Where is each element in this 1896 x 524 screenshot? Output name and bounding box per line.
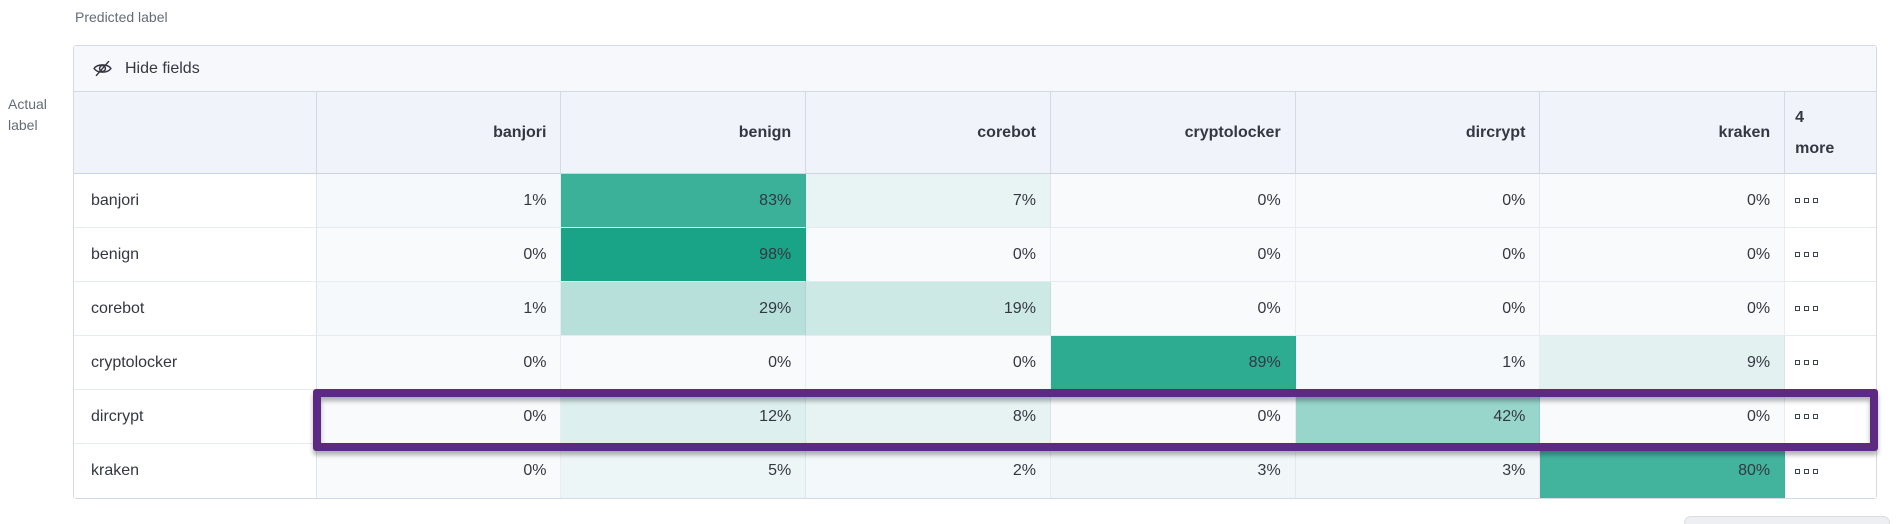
matrix-cell-benign-banjori[interactable]: 0% xyxy=(316,228,562,282)
scrollbar-thumb[interactable] xyxy=(1684,516,1890,524)
matrix-cell-dircrypt-banjori[interactable]: 0% xyxy=(316,390,562,444)
column-header-banjori[interactable]: banjori xyxy=(317,92,562,173)
matrix-cell-banjori-corebot[interactable]: 7% xyxy=(806,174,1051,228)
table-row-kraken: kraken 0% 5% 2% 3% 3% 80% xyxy=(74,444,1877,498)
row-label-dircrypt[interactable]: dircrypt xyxy=(74,390,317,444)
row-label-corebot[interactable]: corebot xyxy=(74,282,317,336)
table-row-banjori: banjori 1% 83% 7% 0% 0% 0% xyxy=(74,174,1877,228)
matrix-cell-banjori-kraken[interactable]: 0% xyxy=(1540,174,1786,228)
matrix-cell-dircrypt-cryptolocker[interactable]: 0% xyxy=(1050,390,1296,444)
table-row-dircrypt: dircrypt 0% 12% 8% 0% 42% 0% xyxy=(74,390,1877,444)
boxes-horizontal-icon xyxy=(1795,468,1819,474)
column-header-corebot[interactable]: corebot xyxy=(806,92,1051,173)
matrix-cell-kraken-benign[interactable]: 5% xyxy=(561,444,807,498)
predicted-axis-label: Predicted label xyxy=(75,9,168,25)
hide-fields-label: Hide fields xyxy=(125,59,200,77)
matrix-cell-kraken-banjori[interactable]: 0% xyxy=(316,444,562,498)
matrix-cell-corebot-kraken[interactable]: 0% xyxy=(1540,282,1786,336)
actual-axis-line1: Actual xyxy=(8,96,47,112)
table-row-benign: benign 0% 98% 0% 0% 0% 0% xyxy=(74,228,1877,282)
column-header-more[interactable]: 4 more xyxy=(1785,92,1876,173)
more-count: 4 xyxy=(1795,108,1805,126)
matrix-cell-dircrypt-corebot[interactable]: 8% xyxy=(806,390,1051,444)
boxes-horizontal-icon xyxy=(1795,252,1819,257)
boxes-horizontal-icon xyxy=(1795,414,1819,419)
matrix-cell-benign-dircrypt[interactable]: 0% xyxy=(1295,228,1541,282)
matrix-cell-cryptolocker-kraken[interactable]: 9% xyxy=(1540,336,1786,390)
row-label-benign[interactable]: benign xyxy=(74,228,317,282)
matrix-cell-cryptolocker-banjori[interactable]: 0% xyxy=(316,336,562,390)
matrix-rows: banjori 1% 83% 7% 0% 0% 0% benign 0% 98% 0% 0% 0% 0% c… xyxy=(74,174,1877,498)
more-actions-button[interactable] xyxy=(1785,174,1877,228)
matrix-cell-banjori-cryptolocker[interactable]: 0% xyxy=(1050,174,1296,228)
row-label-kraken[interactable]: kraken xyxy=(74,444,317,498)
confusion-matrix-grid: Hide fields banjori benign corebot cryptolo… xyxy=(73,45,1877,499)
eye-closed-icon xyxy=(93,60,112,77)
matrix-cell-benign-cryptolocker[interactable]: 0% xyxy=(1050,228,1296,282)
matrix-cell-cryptolocker-corebot[interactable]: 0% xyxy=(806,336,1051,390)
column-header-benign[interactable]: benign xyxy=(561,92,807,173)
matrix-cell-dircrypt-benign[interactable]: 12% xyxy=(561,390,807,444)
more-actions-button[interactable] xyxy=(1785,282,1877,336)
header-row: banjori benign corebot cryptolocker dircrypt… xyxy=(74,92,1876,174)
hide-fields-button[interactable]: Hide fields xyxy=(74,46,1876,92)
matrix-cell-corebot-dircrypt[interactable]: 0% xyxy=(1295,282,1541,336)
table-row-cryptolocker: cryptolocker 0% 0% 0% 89% 1% 9% xyxy=(74,336,1877,390)
matrix-cell-banjori-dircrypt[interactable]: 0% xyxy=(1295,174,1541,228)
matrix-cell-benign-kraken[interactable]: 0% xyxy=(1540,228,1786,282)
header-corner-cell xyxy=(74,92,317,173)
boxes-horizontal-icon xyxy=(1795,198,1819,203)
boxes-horizontal-icon xyxy=(1795,306,1819,311)
matrix-cell-kraken-kraken[interactable]: 80% xyxy=(1540,444,1786,498)
more-actions-button[interactable] xyxy=(1785,336,1877,390)
row-label-cryptolocker[interactable]: cryptolocker xyxy=(74,336,317,390)
actual-axis-label: Actual label xyxy=(8,94,47,136)
matrix-cell-banjori-benign[interactable]: 83% xyxy=(561,174,807,228)
more-word: more xyxy=(1795,139,1835,157)
more-actions-button[interactable] xyxy=(1785,390,1877,444)
more-actions-button[interactable] xyxy=(1785,444,1877,498)
matrix-cell-benign-benign[interactable]: 98% xyxy=(561,228,807,282)
matrix-cell-cryptolocker-dircrypt[interactable]: 1% xyxy=(1295,336,1541,390)
matrix-cell-dircrypt-kraken[interactable]: 0% xyxy=(1540,390,1786,444)
more-actions-button[interactable] xyxy=(1785,228,1877,282)
row-label-banjori[interactable]: banjori xyxy=(74,174,317,228)
matrix-cell-corebot-banjori[interactable]: 1% xyxy=(316,282,562,336)
column-header-cryptolocker[interactable]: cryptolocker xyxy=(1051,92,1296,173)
matrix-cell-kraken-cryptolocker[interactable]: 3% xyxy=(1050,444,1296,498)
matrix-cell-corebot-corebot[interactable]: 19% xyxy=(806,282,1051,336)
column-header-kraken[interactable]: kraken xyxy=(1540,92,1786,173)
matrix-cell-benign-corebot[interactable]: 0% xyxy=(806,228,1051,282)
matrix-cell-corebot-benign[interactable]: 29% xyxy=(561,282,807,336)
matrix-cell-cryptolocker-cryptolocker[interactable]: 89% xyxy=(1050,336,1296,390)
boxes-horizontal-icon xyxy=(1795,360,1819,365)
column-header-dircrypt[interactable]: dircrypt xyxy=(1296,92,1541,173)
matrix-cell-kraken-corebot[interactable]: 2% xyxy=(806,444,1051,498)
matrix-cell-kraken-dircrypt[interactable]: 3% xyxy=(1295,444,1541,498)
matrix-cell-corebot-cryptolocker[interactable]: 0% xyxy=(1050,282,1296,336)
matrix-cell-dircrypt-dircrypt[interactable]: 42% xyxy=(1295,390,1541,444)
matrix-cell-banjori-banjori[interactable]: 1% xyxy=(316,174,562,228)
table-row-corebot: corebot 1% 29% 19% 0% 0% 0% xyxy=(74,282,1877,336)
actual-axis-line2: label xyxy=(8,117,38,133)
matrix-cell-cryptolocker-benign[interactable]: 0% xyxy=(561,336,807,390)
